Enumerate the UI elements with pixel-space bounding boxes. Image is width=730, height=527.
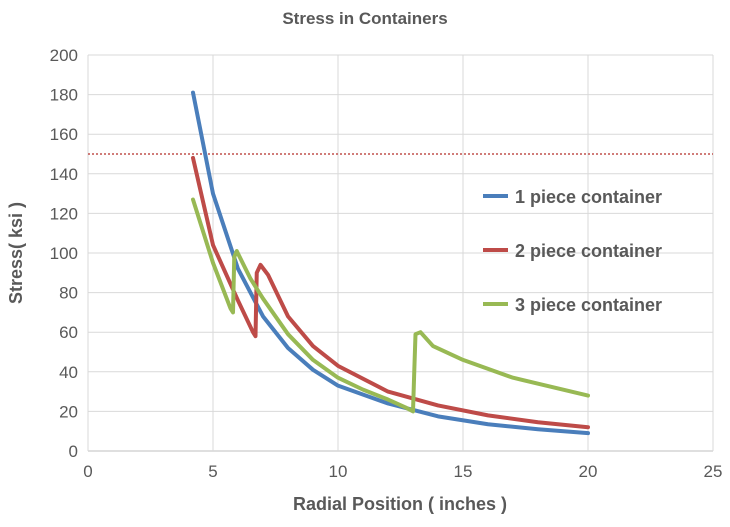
x-tick-label: 0	[83, 462, 92, 481]
y-tick-label: 160	[50, 125, 78, 144]
y-tick-label: 80	[59, 284, 78, 303]
y-axis-label: Stress( ksi )	[6, 202, 26, 304]
x-tick-label: 20	[579, 462, 598, 481]
legend-label: 1 piece container	[515, 187, 662, 207]
legend-label: 3 piece container	[515, 295, 662, 315]
tick-labels: 0 20 40 60 80 100 120 140 160 180 200 0 5 10 15 20 25	[50, 46, 723, 481]
x-tick-label: 5	[208, 462, 217, 481]
x-axis-label: Radial Position ( inches )	[293, 494, 507, 514]
x-tick-label: 15	[454, 462, 473, 481]
x-tick-label: 10	[329, 462, 348, 481]
legend: 1 piece container 2 piece container 3 piec…	[483, 187, 662, 315]
series-line-3	[191, 197, 590, 414]
y-tick-label: 140	[50, 165, 78, 184]
series-line-2	[191, 155, 590, 430]
y-tick-label: 120	[50, 204, 78, 223]
series-lines	[191, 90, 590, 436]
y-tick-label: 0	[69, 442, 78, 461]
y-tick-label: 20	[59, 402, 78, 421]
y-tick-label: 180	[50, 86, 78, 105]
x-tick-label: 25	[704, 462, 723, 481]
y-tick-label: 40	[59, 363, 78, 382]
y-tick-label: 200	[50, 46, 78, 65]
chart-title: Stress in Containers	[282, 9, 447, 28]
y-tick-label: 60	[59, 323, 78, 342]
y-tick-label: 100	[50, 244, 78, 263]
legend-label: 2 piece container	[515, 241, 662, 261]
